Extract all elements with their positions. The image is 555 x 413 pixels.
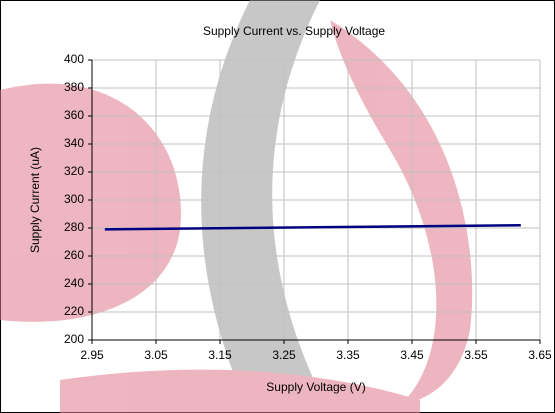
watermark: [0, 0, 473, 413]
x-tick-label: 3.35: [336, 348, 360, 362]
y-tick-label: 200: [64, 332, 84, 346]
chart-title: Supply Current vs. Supply Voltage: [203, 24, 385, 38]
y-tick-label: 320: [64, 164, 84, 178]
y-tick-label: 300: [64, 192, 84, 206]
y-tick-label: 360: [64, 108, 84, 122]
data-line: [104, 223, 521, 231]
watermark-shape: [201, 0, 330, 413]
y-tick-label: 400: [64, 52, 84, 66]
x-tick-label: 3.05: [144, 348, 168, 362]
y-tick-label: 340: [64, 136, 84, 150]
x-tick-label: 3.65: [528, 348, 552, 362]
x-tick-label: 3.15: [208, 348, 232, 362]
watermark-shape: [330, 20, 473, 405]
watermark-shape: [0, 83, 181, 322]
y-tick-label: 280: [64, 220, 84, 234]
y-tick-label: 220: [64, 304, 84, 318]
y-tick-label: 260: [64, 248, 84, 262]
y-tick-label: 380: [64, 80, 84, 94]
watermark-shape: [60, 369, 420, 413]
y-axis-title: Supply Current (uA): [28, 147, 42, 253]
x-axis-title: Supply Voltage (V): [266, 380, 365, 394]
x-tick-label: 3.45: [400, 348, 424, 362]
x-tick-label: 3.55: [464, 348, 488, 362]
y-tick-label: 240: [64, 276, 84, 290]
x-tick-label: 2.95: [80, 348, 104, 362]
x-tick-label: 3.25: [272, 348, 296, 362]
